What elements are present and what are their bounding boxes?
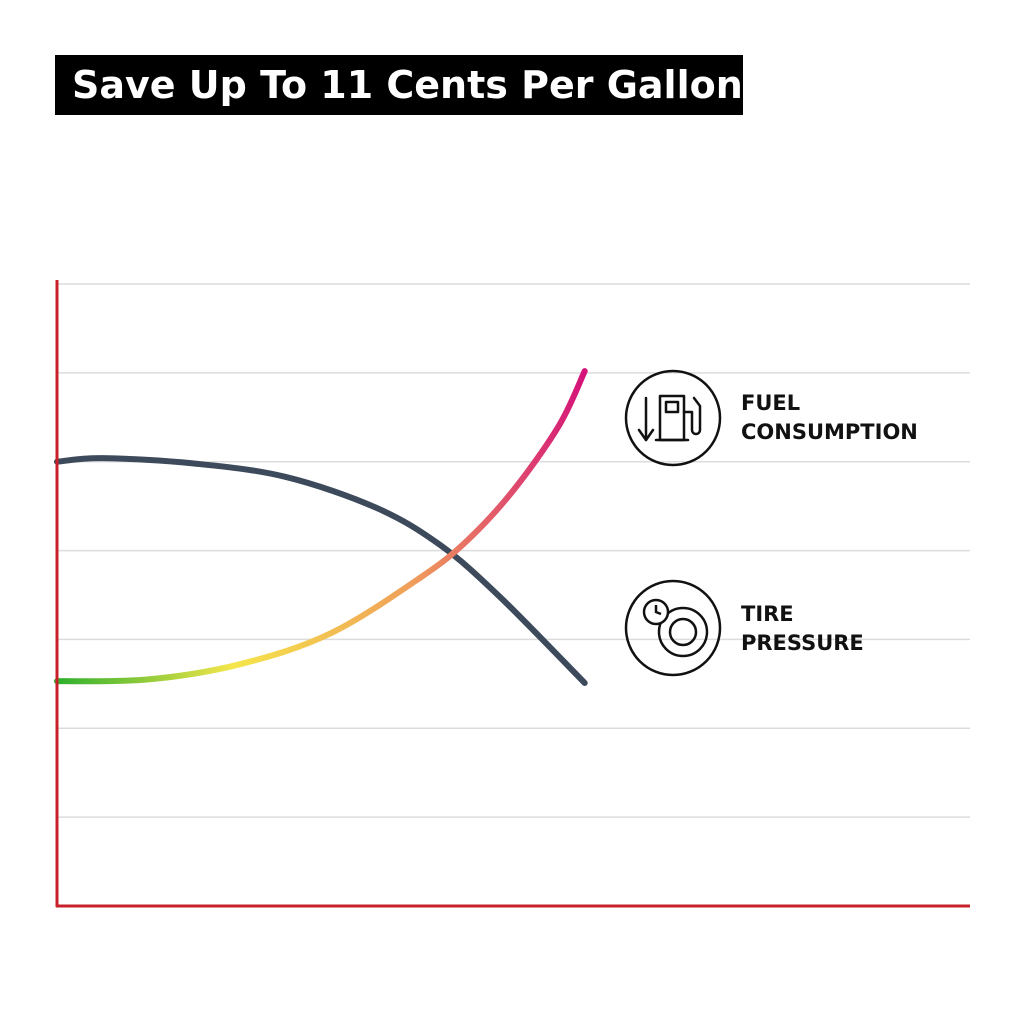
tire-icon xyxy=(624,579,722,677)
chart-title: Save Up To 11 Cents Per Gallon xyxy=(55,55,743,115)
legend-label: TIRE PRESSURE xyxy=(741,602,864,655)
legend-label: FUEL CONSUMPTION xyxy=(741,391,918,444)
fuel-icon xyxy=(624,369,722,467)
series-line xyxy=(54,368,588,685)
series-line xyxy=(54,455,588,686)
